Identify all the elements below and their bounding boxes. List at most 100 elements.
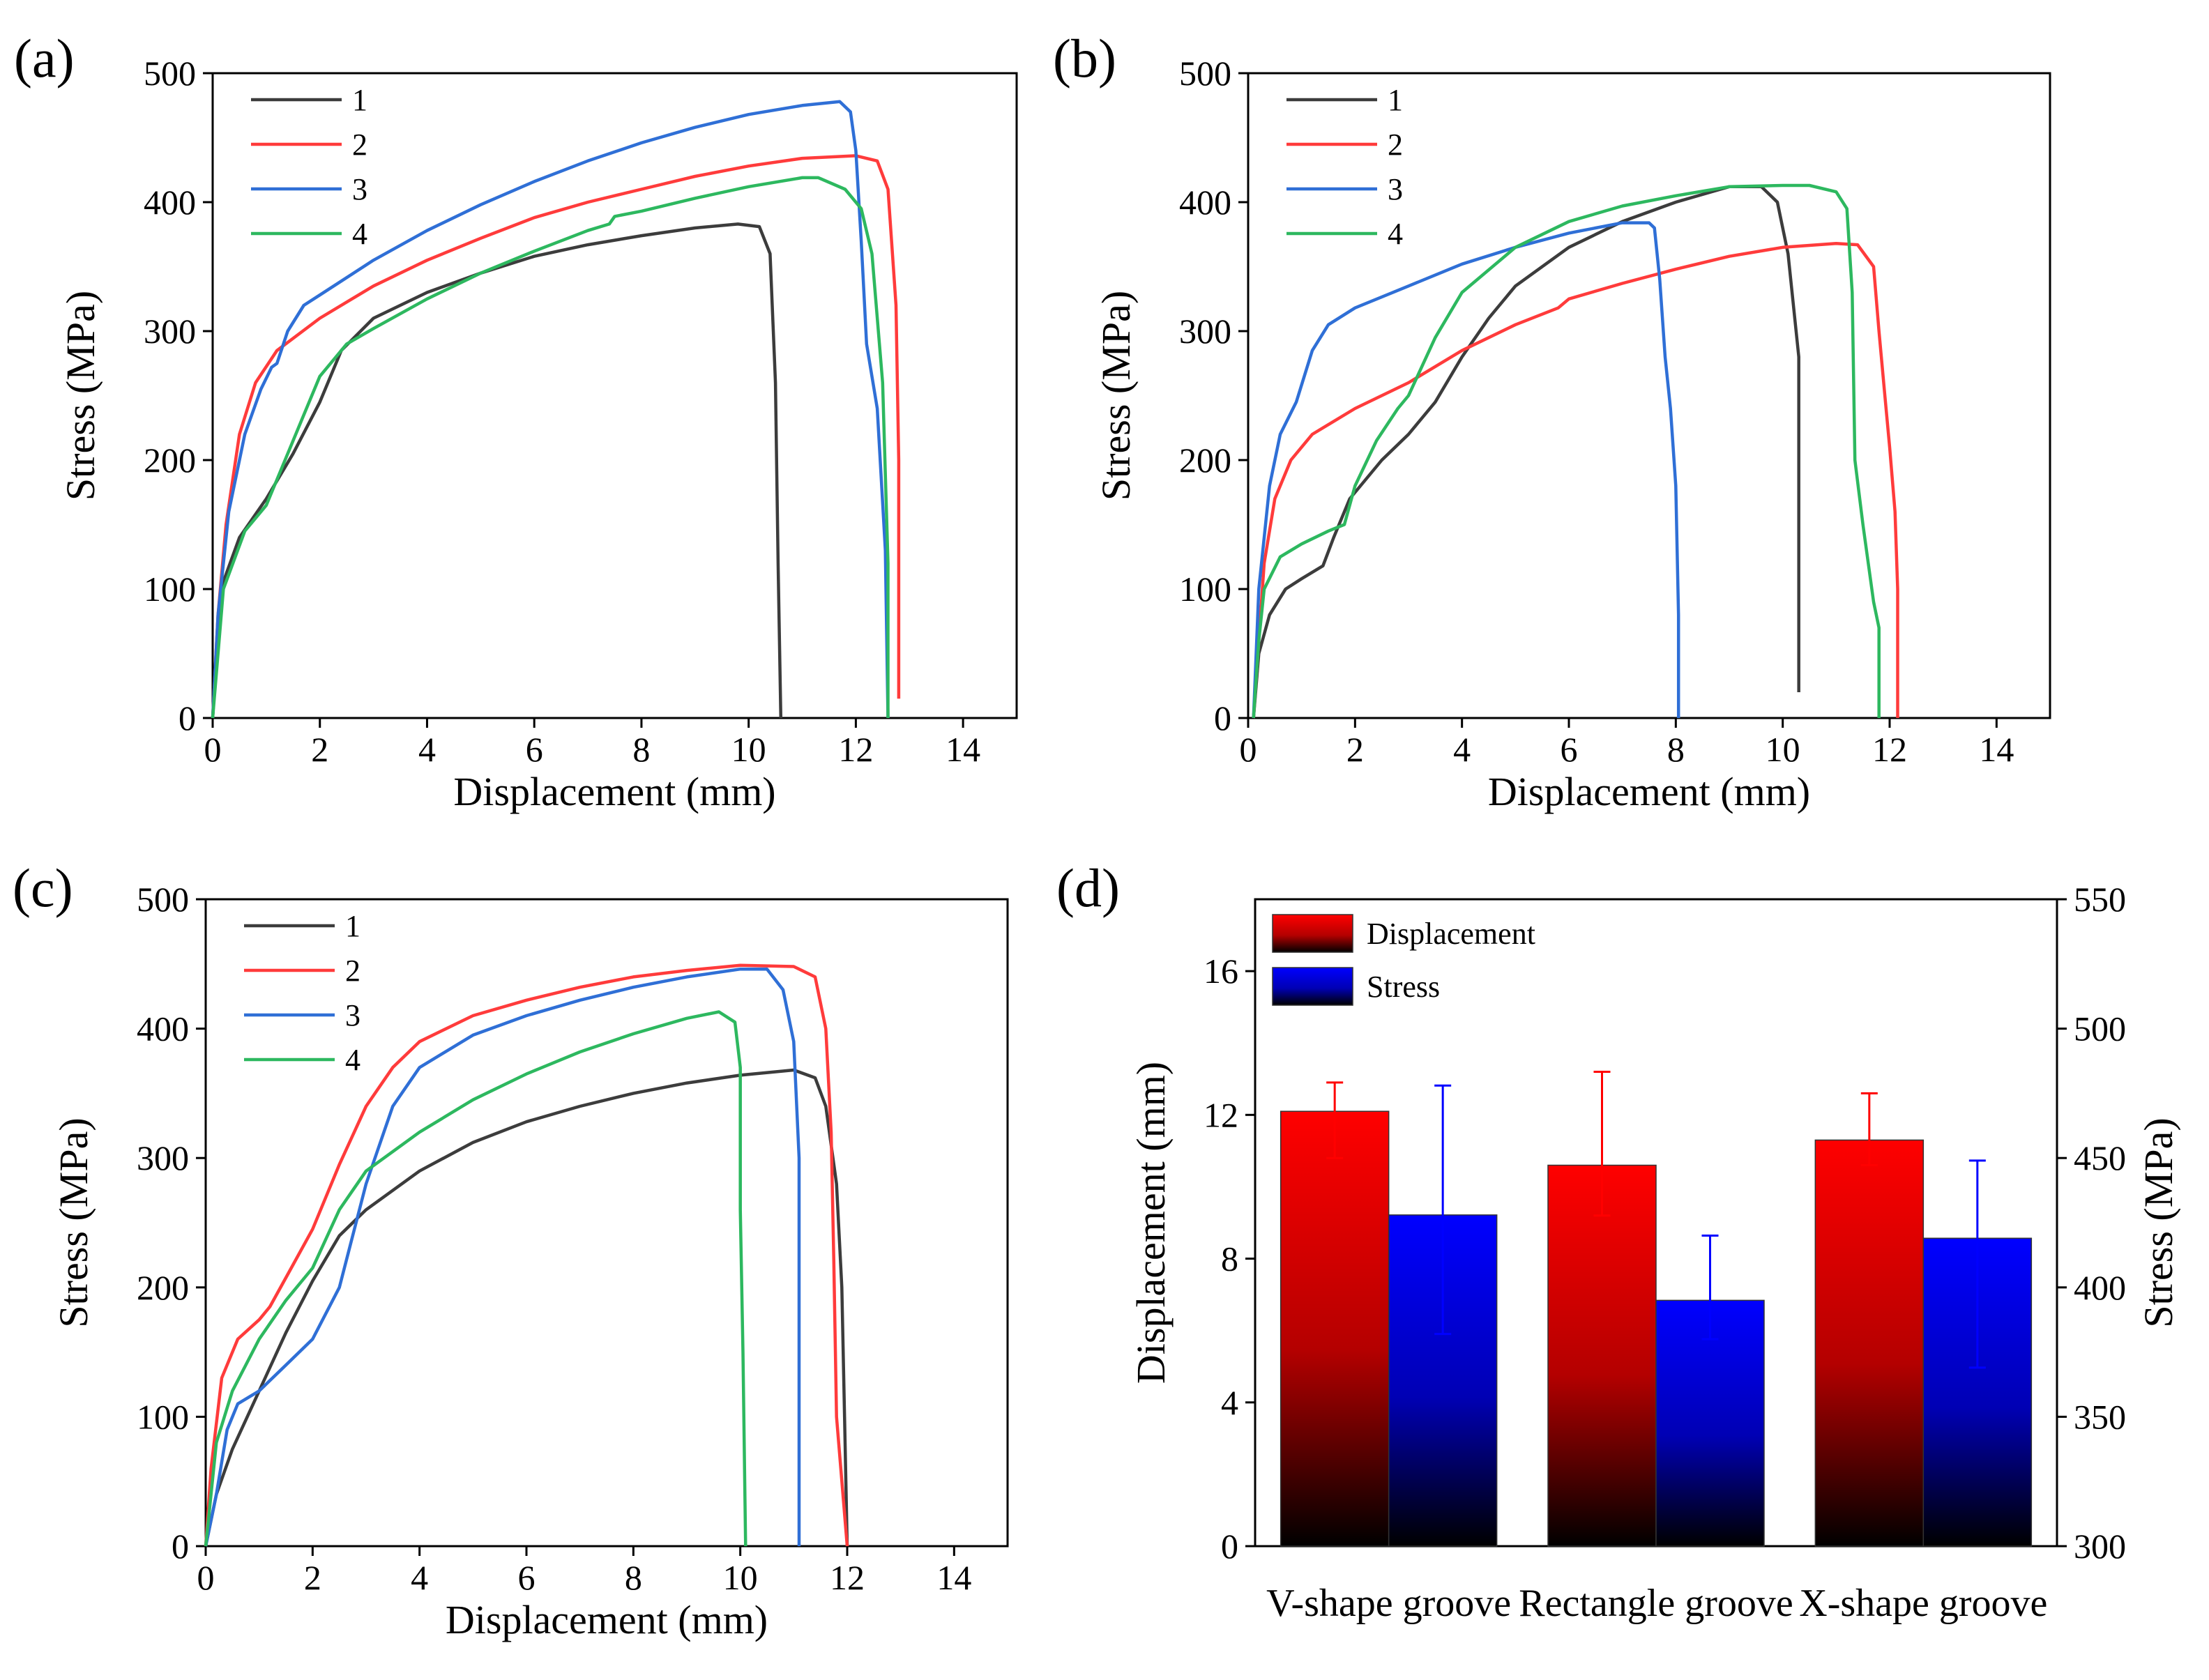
series-line-1 xyxy=(211,222,783,719)
category-label: X-shape groove xyxy=(1799,1582,2047,1625)
y-tick-label: 500 xyxy=(144,54,196,93)
x-tick-label: 12 xyxy=(830,1558,865,1597)
panel-b: (b)0 2 4 6 8 10 12 140100200300400500Displaceme… xyxy=(1053,28,2051,814)
y2-axis-title: Stress (MPa) xyxy=(2136,1117,2181,1327)
series-line-2 xyxy=(211,154,901,719)
legend-label-2: 2 xyxy=(1388,128,1403,162)
panel-label: (a) xyxy=(14,28,75,89)
bar-stress xyxy=(1655,1299,1765,1547)
legend-swatch-displacement xyxy=(1272,914,1353,953)
x-tick-label: 10 xyxy=(723,1558,758,1597)
legend-label-3: 3 xyxy=(345,998,360,1032)
y2-tick-label: 550 xyxy=(2074,880,2126,919)
y-tick-label: 4 xyxy=(1221,1383,1238,1422)
plot-frame xyxy=(211,72,1018,719)
y-tick-label: 200 xyxy=(137,1268,189,1307)
y-axis-title: Stress (MPa) xyxy=(51,1117,96,1327)
legend-label-2: 2 xyxy=(352,128,367,162)
legend-label-3: 3 xyxy=(352,172,367,206)
y-tick-label: 400 xyxy=(1179,183,1231,222)
y-tick-label: 16 xyxy=(1204,952,1238,991)
y-tick-label: 300 xyxy=(144,312,196,351)
y-tick-label: 400 xyxy=(144,183,196,222)
y2-tick-label: 500 xyxy=(2074,1009,2126,1048)
plot-frame xyxy=(1247,72,2051,719)
y-tick-label: 12 xyxy=(1204,1095,1238,1134)
x-tick-label: 4 xyxy=(411,1558,428,1597)
series-line-2 xyxy=(204,963,849,1547)
y2-tick-label: 350 xyxy=(2074,1397,2126,1436)
y2-tick-label: 300 xyxy=(2074,1527,2126,1566)
x-tick-label: 0 xyxy=(204,730,222,769)
x-axis-title: Displacement (mm) xyxy=(446,1597,768,1642)
series-line-2 xyxy=(1252,241,1899,719)
y-tick-label: 0 xyxy=(172,1527,189,1566)
x-tick-label: 8 xyxy=(1667,730,1685,769)
y-tick-label: 100 xyxy=(144,570,196,609)
legend-label-1: 1 xyxy=(352,83,367,117)
x-tick-label: 2 xyxy=(311,730,328,769)
x-tick-label: 0 xyxy=(197,1558,215,1597)
y-tick-label: 100 xyxy=(1179,570,1231,609)
series-line-4 xyxy=(211,176,890,719)
x-tick-label: 12 xyxy=(838,730,873,769)
y-tick-label: 300 xyxy=(137,1138,189,1177)
plot-frame xyxy=(204,898,1009,1548)
y-tick-label: 400 xyxy=(137,1009,189,1048)
x-tick-label: 4 xyxy=(418,730,436,769)
legend-label-3: 3 xyxy=(1388,172,1403,206)
x-tick-label: 14 xyxy=(946,730,980,769)
x-tick-label: 2 xyxy=(1346,730,1364,769)
panel-label: (c) xyxy=(13,857,73,918)
category-label: Rectangle groove xyxy=(1519,1582,1793,1625)
series-line-1 xyxy=(204,1068,849,1547)
y-tick-label: 300 xyxy=(1179,312,1231,351)
legend-label-stress: Stress xyxy=(1367,970,1440,1004)
x-axis-title: Displacement (mm) xyxy=(1488,769,1810,814)
panel-d: (d) 0 4 8 12 16 300 350 400 450 500 550 Displacement… xyxy=(1056,857,2181,1625)
y-tick-label: 200 xyxy=(144,441,196,480)
series-line-3 xyxy=(211,100,890,719)
x-tick-label: 4 xyxy=(1453,730,1471,769)
panel-a: (a)0 2 4 6 8 10 12 140100200300400500Displaceme… xyxy=(14,28,1018,814)
series-line-3 xyxy=(1252,221,1680,719)
x-tick-label: 6 xyxy=(1561,730,1578,769)
legend-label-2: 2 xyxy=(345,954,360,988)
x-tick-label: 14 xyxy=(936,1558,971,1597)
bar-displacement xyxy=(1280,1110,1390,1547)
y-axis-title: Displacement (mm) xyxy=(1128,1062,1174,1384)
y2-tick-label: 400 xyxy=(2074,1268,2126,1307)
category-label: V-shape groove xyxy=(1266,1582,1511,1625)
y2-tick-label: 450 xyxy=(2074,1138,2126,1177)
x-tick-label: 10 xyxy=(1766,730,1800,769)
y-axis-title: Stress (MPa) xyxy=(1093,291,1139,501)
y-tick-label: 0 xyxy=(1221,1527,1238,1566)
y-tick-label: 100 xyxy=(137,1397,189,1436)
x-tick-label: 8 xyxy=(625,1558,642,1597)
x-tick-label: 10 xyxy=(731,730,766,769)
series-line-3 xyxy=(204,967,801,1547)
y-tick-label: 200 xyxy=(1179,441,1231,480)
legend-label-4: 4 xyxy=(352,217,367,251)
panel-label: (b) xyxy=(1053,28,1116,89)
x-axis-title: Displacement (mm) xyxy=(453,769,775,814)
legend-label-1: 1 xyxy=(345,909,360,943)
x-tick-label: 6 xyxy=(526,730,543,769)
legend-label-4: 4 xyxy=(1388,217,1403,251)
legend-swatch-stress xyxy=(1272,967,1353,1006)
x-tick-label: 2 xyxy=(304,1558,321,1597)
legend-label-4: 4 xyxy=(345,1043,360,1077)
bar-displacement xyxy=(1814,1139,1925,1547)
legend-label-displacement: Displacement xyxy=(1367,917,1535,951)
series-line-1 xyxy=(1252,185,1800,719)
y-tick-label: 0 xyxy=(179,698,196,738)
y-tick-label: 500 xyxy=(137,880,189,919)
bar-displacement xyxy=(1547,1164,1657,1547)
panel-label: (d) xyxy=(1056,857,1120,918)
x-tick-label: 0 xyxy=(1240,730,1257,769)
y-axis-title: Stress (MPa) xyxy=(58,291,103,501)
x-tick-label: 8 xyxy=(632,730,650,769)
y-tick-label: 8 xyxy=(1221,1239,1238,1278)
series-line-4 xyxy=(1252,183,1881,719)
